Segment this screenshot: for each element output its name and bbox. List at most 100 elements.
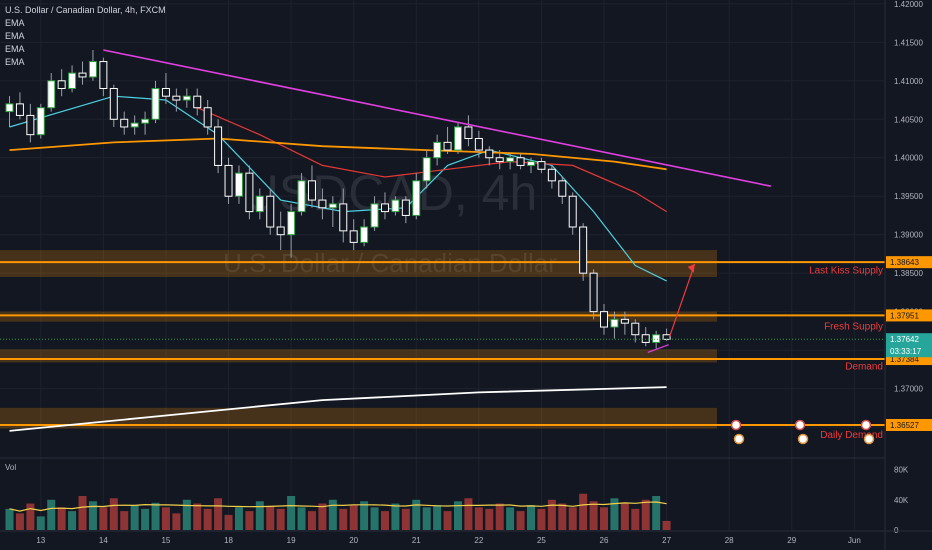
time-axis-tick: 15	[161, 536, 170, 545]
event-marker-icon	[730, 419, 742, 431]
candle	[276, 211, 285, 251]
candle-body	[255, 195, 264, 213]
zone-price-tag	[886, 256, 932, 269]
symbol-title[interactable]: U.S. Dollar / Canadian Dollar, 4h, FXCM	[5, 5, 166, 15]
price-axis-tick: 1.39500	[894, 192, 923, 201]
volume-bar	[109, 498, 118, 530]
volume-bar	[370, 507, 379, 530]
candle	[182, 88, 191, 108]
candle	[610, 311, 619, 339]
volume-axis-tick: 40K	[894, 496, 909, 505]
volume-bar	[161, 507, 170, 530]
candle	[579, 223, 588, 281]
candle-body	[36, 107, 45, 136]
trendline-dip-marker	[647, 344, 669, 353]
volume-bar	[307, 511, 316, 530]
volume-bar	[182, 499, 191, 530]
candle	[15, 92, 24, 120]
volume-bar	[203, 508, 212, 530]
candle-body	[15, 103, 24, 116]
volume-bar	[391, 503, 400, 530]
zone-band	[0, 250, 717, 278]
ema-slow-line	[9, 137, 667, 171]
zone-price-tag-text: 1.37951	[890, 311, 919, 320]
zone-label: Daily Demand	[820, 430, 883, 441]
candle	[537, 157, 546, 174]
candle-body	[380, 203, 389, 213]
candle-body	[182, 95, 191, 101]
projection-arrow-head	[687, 263, 695, 273]
zone-price-tag	[886, 309, 932, 322]
zone-band	[0, 407, 717, 429]
candle-body	[172, 95, 181, 101]
volume-bar	[453, 501, 462, 530]
volume-bar	[57, 507, 66, 530]
candle	[47, 73, 56, 112]
candle	[234, 165, 243, 204]
volume-bar	[245, 511, 254, 530]
volume-bar	[652, 496, 661, 530]
time-axis-tick: 29	[787, 536, 796, 545]
volume-bar	[36, 516, 45, 530]
volume-bar	[464, 498, 473, 530]
candle	[203, 100, 212, 135]
candle-body	[474, 138, 483, 151]
volume-bar	[579, 493, 588, 530]
candle	[297, 173, 306, 216]
candle-body	[57, 80, 66, 89]
candle-body	[391, 199, 400, 213]
indicator-ema-1[interactable]: EMA	[5, 18, 25, 28]
volume-bar	[234, 507, 243, 530]
time-axis-tick: 25	[537, 536, 546, 545]
time-axis-tick: 20	[349, 536, 358, 545]
candle	[495, 150, 504, 170]
candle	[151, 80, 160, 124]
candle	[339, 188, 348, 243]
volume-bar	[516, 511, 525, 530]
indicator-ema-3[interactable]: EMA	[5, 44, 25, 54]
candle-body	[214, 126, 223, 166]
candle	[600, 303, 609, 335]
price-axis-tick: 1.41000	[894, 77, 923, 86]
volume-bar	[537, 508, 546, 530]
volume-bar	[214, 498, 223, 530]
candle	[516, 153, 525, 170]
candle-body	[412, 180, 421, 216]
volume-bar	[485, 508, 494, 530]
time-axis-tick: Jun	[848, 536, 861, 545]
event-marker-icon	[794, 419, 806, 431]
candle-body	[318, 199, 327, 209]
volume-bar	[266, 505, 275, 530]
indicator-ema-4[interactable]: EMA	[5, 57, 25, 67]
candle-body	[130, 122, 139, 128]
volume-bar	[141, 508, 150, 530]
candle	[485, 146, 494, 166]
candle-body	[141, 118, 150, 124]
current-price-tag	[886, 333, 932, 358]
price-axis-tick: 1.41500	[894, 38, 923, 47]
candle	[641, 327, 650, 347]
candle	[349, 219, 358, 251]
price-axis-tick: 1.40000	[894, 154, 923, 163]
candle	[88, 50, 97, 81]
zone-band	[0, 311, 717, 322]
volume-bar	[558, 503, 567, 530]
indicator-ema-2[interactable]: EMA	[5, 31, 25, 41]
time-axis-tick: 21	[412, 536, 421, 545]
zone-label: Demand	[845, 362, 883, 373]
candle	[453, 123, 462, 154]
candle-body	[276, 226, 285, 236]
ema-long-line	[9, 386, 667, 432]
candle-body	[193, 95, 202, 109]
volume-bar	[641, 499, 650, 530]
trendline-descending-resistance	[103, 49, 772, 188]
candle	[547, 165, 556, 189]
candle	[506, 153, 515, 170]
time-axis-tick: 13	[36, 536, 45, 545]
candle-body	[495, 157, 504, 163]
candle	[474, 130, 483, 158]
candle-body	[527, 161, 535, 166]
time-axis-tick: 14	[99, 536, 108, 545]
candle-body	[26, 114, 35, 136]
